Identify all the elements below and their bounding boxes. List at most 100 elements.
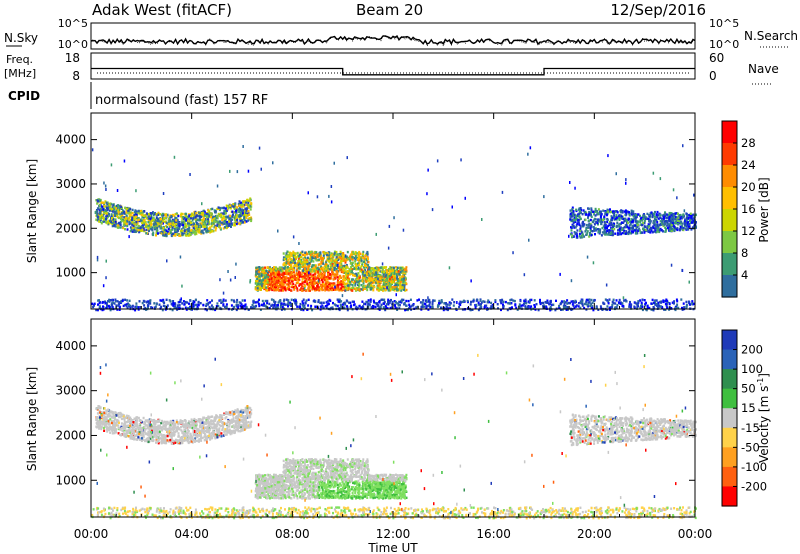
scatter-cell: [403, 271, 406, 275]
scatter-cell: [96, 308, 99, 312]
scatter-cell: [650, 226, 652, 230]
scatter-cell: [187, 229, 190, 233]
scatter-cell: [327, 254, 330, 257]
scatter-cell: [189, 233, 192, 236]
scatter-cell: [287, 301, 290, 304]
scatter-cell: [616, 233, 619, 236]
scatter-cell: [337, 280, 340, 283]
scatter-cell: [366, 279, 369, 282]
scatter-cell: [399, 270, 402, 274]
scatter-cell: [301, 280, 304, 284]
scatter-cell: [198, 225, 201, 228]
scatter-cell: [292, 282, 295, 285]
scatter-cell: [668, 217, 671, 220]
scatter-cell: [664, 230, 667, 233]
scatter-cell: [623, 299, 626, 302]
scatter-cell: [148, 221, 151, 224]
scatter-cell: [149, 225, 152, 229]
scatter-cell: [309, 251, 312, 255]
scatter-cell: [277, 279, 280, 282]
scatter-cell: [510, 302, 513, 305]
scatter-cell: [172, 213, 174, 217]
scatter-cell: [676, 219, 679, 222]
scatter-cell: [171, 218, 174, 222]
scatter-cell: [106, 208, 109, 211]
frequency-panel-frame: [90, 52, 696, 80]
scatter-cell: [569, 216, 572, 219]
scatter-cell: [304, 285, 306, 288]
scatter-cell: [270, 270, 273, 273]
scatter-cell: [316, 274, 319, 278]
scatter-cell: [669, 222, 672, 225]
scatter-cell: [248, 217, 251, 220]
scatter-cell: [338, 256, 341, 259]
scatter-cell: [448, 301, 451, 304]
scatter-cell: [321, 288, 324, 292]
scatter-cell: [684, 218, 687, 221]
scatter-cell: [382, 273, 385, 276]
scatter-cell: [627, 226, 630, 230]
scatter-cell: [618, 228, 621, 232]
scatter-cell: [133, 213, 136, 217]
scatter-cell: [628, 303, 631, 306]
scatter-cell: [272, 277, 275, 280]
scatter-cell: [361, 262, 364, 265]
scatter-cell: [316, 255, 319, 258]
scatter-cell: [330, 254, 333, 257]
scatter-cell: [192, 215, 195, 219]
scatter-cell: [118, 308, 121, 311]
scatter-cell: [133, 217, 136, 221]
scatter-cell: [620, 228, 623, 231]
scatter-cell: [259, 282, 262, 285]
scatter-cell: [234, 224, 236, 227]
scatter-cell: [180, 228, 183, 231]
scatter-cell: [152, 216, 155, 220]
scatter-cell: [133, 226, 136, 229]
scatter-cell: [626, 221, 629, 224]
scatter-cell: [118, 301, 121, 304]
scatter-cell: [608, 230, 611, 234]
scatter-cell: [658, 230, 661, 234]
scatter-cell: [135, 223, 138, 226]
scatter-cell: [393, 289, 396, 292]
scatter-cell: [148, 229, 150, 233]
scatter-cell: [131, 223, 134, 226]
scatter-cell: [352, 251, 355, 254]
scatter-cell: [97, 303, 99, 306]
scatter-cell: [142, 229, 145, 233]
scatter-cell: [677, 306, 680, 310]
scatter-cell: [293, 269, 295, 272]
scatter-cell: [208, 210, 211, 213]
scatter-cell: [375, 266, 378, 269]
scatter-cell: [191, 231, 194, 234]
scatter-cell: [185, 212, 188, 216]
scatter-cell: [271, 288, 274, 292]
scatter-cell: [255, 279, 257, 283]
scatter-cell: [682, 226, 685, 230]
scatter-cell: [433, 299, 436, 302]
scatter-cell: [346, 266, 349, 269]
scatter-cell: [142, 222, 145, 225]
scatter-cell: [642, 229, 645, 232]
scatter-cell: [692, 213, 695, 216]
scatter-cell: [593, 223, 596, 226]
scatter-cell: [314, 289, 317, 292]
scatter-cell: [179, 234, 182, 237]
scatter-cell: [458, 305, 461, 309]
scatter-cell: [397, 302, 400, 306]
scatter-cell: [224, 209, 226, 213]
scatter-cell: [579, 207, 582, 210]
scatter-cell: [429, 305, 432, 309]
scatter-cell: [620, 232, 623, 236]
scatter-cell: [183, 232, 186, 235]
scatter-cell: [111, 224, 114, 228]
scatter-cell: [589, 228, 592, 231]
scatter-cell: [610, 222, 613, 225]
scatter-cell: [192, 217, 195, 220]
scatter-cell: [377, 284, 380, 287]
scatter-cell: [220, 215, 223, 219]
scatter-cell: [675, 220, 678, 223]
scatter-cell: [193, 228, 196, 231]
scatter-cell: [298, 257, 301, 261]
scatter-cell: [395, 283, 397, 287]
